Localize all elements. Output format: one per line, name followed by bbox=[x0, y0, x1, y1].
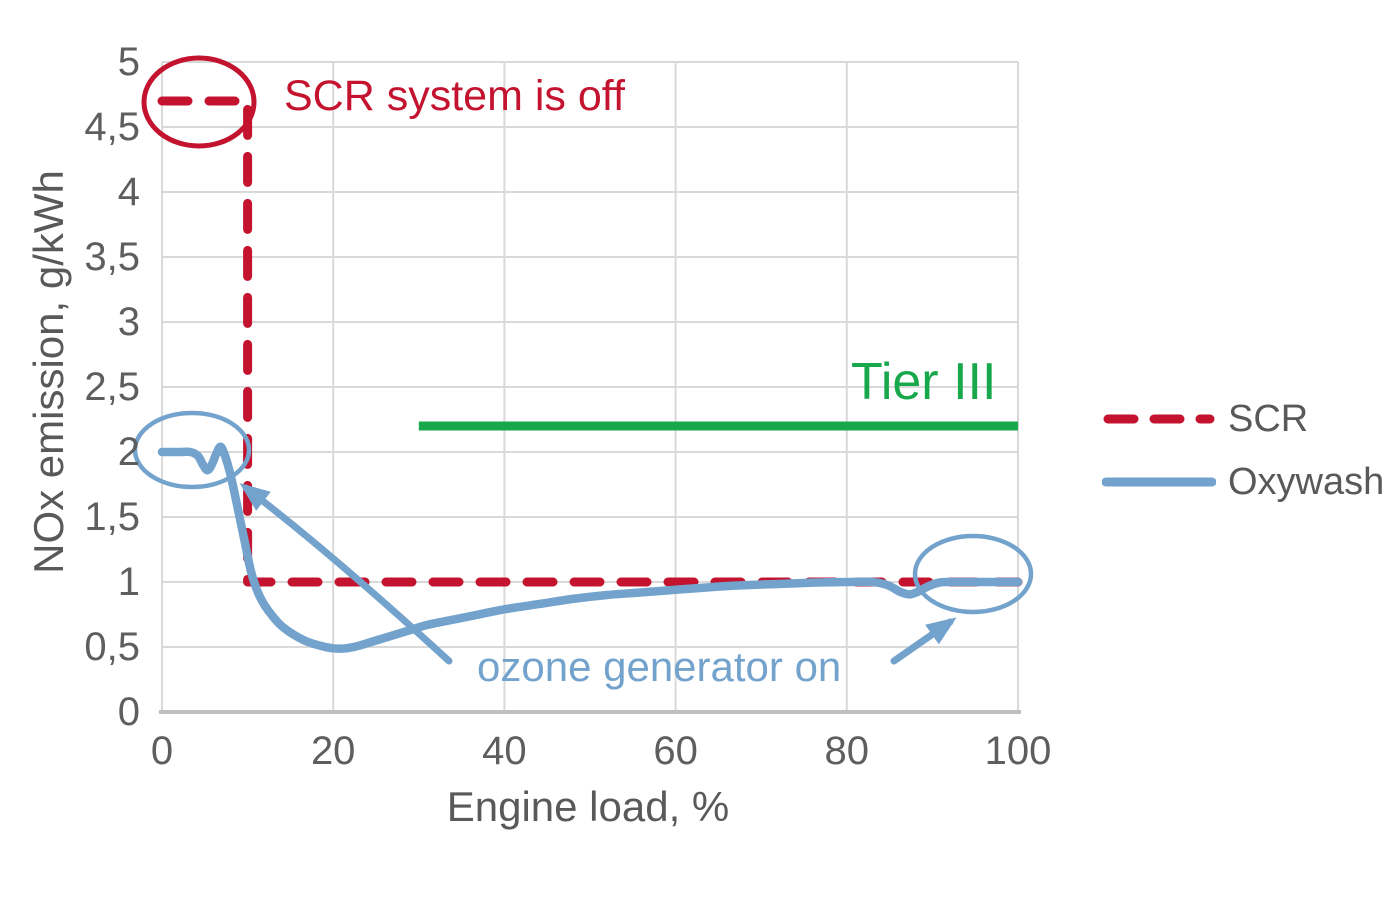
x-tick-label: 0 bbox=[150, 729, 174, 773]
oxywash-series-line bbox=[157, 442, 1023, 653]
legend: SCR Oxywash bbox=[1102, 396, 1384, 522]
scr-series-line bbox=[157, 96, 1023, 587]
oxywash-start-ellipse bbox=[132, 410, 252, 490]
legend-label-oxywash: Oxywash bbox=[1228, 461, 1385, 503]
y-tick-label: 3 bbox=[117, 300, 140, 344]
x-tick-label: 20 bbox=[310, 729, 356, 773]
annotation-scr-system-off: SCR system is off bbox=[284, 72, 625, 120]
y-tick-label: 2 bbox=[117, 430, 140, 474]
annotation-tier-iii: Tier III bbox=[851, 353, 997, 411]
arrow-to-ozone-end bbox=[890, 617, 957, 665]
x-tick-label: 100 bbox=[984, 729, 1052, 773]
scr-dashed-line-swatch bbox=[1103, 414, 1215, 424]
oxywash-end-ellipse bbox=[912, 533, 1034, 615]
legend-item-scr: SCR bbox=[1102, 396, 1384, 442]
y-tick-label: 4,5 bbox=[84, 105, 140, 149]
y-tick-label: 0 bbox=[117, 690, 140, 734]
x-axis-title: Engine load, % bbox=[446, 783, 730, 830]
annotation-ozone-generator-on: ozone generator on bbox=[477, 643, 842, 690]
y-tick-label: 3,5 bbox=[84, 235, 140, 279]
arrow-to-ozone-start bbox=[239, 483, 453, 665]
x-tick-label: 60 bbox=[653, 729, 698, 773]
x-tick-label: 80 bbox=[824, 729, 870, 773]
y-tick-label: 2,5 bbox=[84, 365, 140, 409]
y-tick-label: 0,5 bbox=[84, 625, 140, 669]
legend-item-oxywash: Oxywash bbox=[1102, 459, 1384, 505]
y-tick-label: 4 bbox=[117, 170, 140, 214]
y-tick-label: 1,5 bbox=[84, 495, 140, 539]
y-tick-label: 1 bbox=[117, 560, 140, 604]
x-tick-label: 40 bbox=[482, 729, 527, 773]
y-tick-label: 5 bbox=[117, 40, 140, 84]
oxywash-solid-line-swatch bbox=[1102, 477, 1216, 487]
scr-off-ellipse bbox=[141, 55, 257, 149]
legend-label-scr: SCR bbox=[1228, 398, 1309, 440]
